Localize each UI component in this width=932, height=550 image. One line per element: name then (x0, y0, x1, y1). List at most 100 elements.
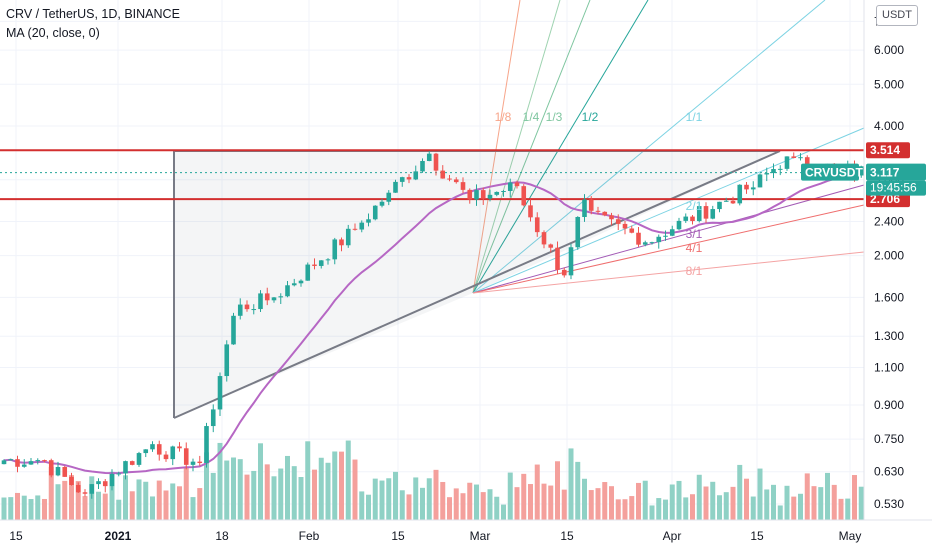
candle (305, 262, 311, 281)
candle-body (217, 376, 223, 410)
candle-body (528, 205, 533, 218)
volume-bar (649, 505, 655, 520)
volume-bar (723, 492, 729, 520)
candle-body (561, 269, 567, 276)
volume-bar (372, 478, 378, 520)
volume-bar (109, 471, 115, 520)
volume-bar (197, 488, 203, 520)
candle-body (582, 199, 587, 217)
candle-body (271, 297, 277, 301)
candle (413, 165, 419, 181)
volume-bar (278, 468, 284, 520)
fan-line (472, 204, 865, 294)
candle (35, 458, 41, 465)
last-price-tag: 3.117 (870, 166, 900, 180)
candle (406, 174, 412, 184)
candle-body (264, 293, 270, 301)
volume-bar (406, 494, 412, 520)
volume-bar (656, 498, 662, 520)
volume-bar (642, 480, 648, 520)
volume-bar (15, 492, 20, 520)
candle (588, 196, 594, 215)
candle (453, 177, 459, 184)
time-tick-label: Mar (470, 529, 491, 543)
price-tick-label: 2.000 (874, 249, 904, 263)
price-tick-label: 0.900 (874, 398, 904, 412)
fan-label: 8/1 (686, 264, 703, 278)
volume-bar (359, 491, 365, 520)
candle (480, 187, 486, 205)
candle-body (237, 304, 243, 316)
candle-body (386, 192, 392, 202)
volume-bar (501, 504, 506, 520)
candle-body (89, 484, 95, 494)
fan-label: 4/1 (686, 241, 703, 255)
candle-body (649, 242, 655, 244)
time-axis-bg (0, 520, 932, 550)
volume-bar (447, 497, 452, 520)
candle (467, 188, 473, 204)
candle (143, 449, 149, 458)
candle-body (278, 296, 284, 298)
candle (372, 205, 378, 221)
candle (69, 472, 74, 486)
time-tick-label: Feb (299, 529, 320, 543)
candle (1, 459, 7, 465)
candle (170, 445, 176, 466)
candle-body (379, 201, 385, 206)
candle (150, 441, 155, 452)
candle-body (480, 190, 486, 199)
candle (345, 224, 351, 248)
candle-body (109, 473, 115, 487)
volume-bar (548, 485, 554, 520)
volume-bar (156, 480, 162, 520)
time-tick-label: 18 (215, 529, 229, 543)
candle-body (717, 201, 722, 210)
candle-body (1, 460, 7, 465)
horizontal-levels[interactable] (0, 149, 864, 201)
candle (291, 278, 297, 287)
candle (548, 243, 554, 253)
candle (717, 201, 722, 213)
candle (629, 225, 635, 234)
volume-bar (150, 496, 155, 520)
volume-bar (285, 455, 290, 520)
candle (663, 230, 668, 241)
candle-body (575, 216, 581, 248)
candle (609, 212, 614, 226)
volume-bar (831, 484, 837, 520)
volume-bar (480, 492, 486, 520)
volume-bar (393, 471, 398, 520)
candle (21, 459, 27, 468)
candle-body (642, 242, 648, 245)
volume-bar (237, 459, 243, 520)
candle (487, 189, 493, 202)
ticker-tag: CRVUSDT (805, 166, 863, 180)
candle-body (690, 216, 695, 222)
candle-body (82, 492, 88, 494)
volume-bar (352, 459, 358, 520)
volume-bar (507, 472, 513, 520)
candle (656, 234, 662, 249)
volume-bar (21, 495, 27, 520)
candle-body (406, 177, 412, 180)
candle (62, 465, 68, 477)
candle (582, 194, 587, 222)
currency-button[interactable]: USDT (876, 5, 918, 26)
candle-body (453, 179, 459, 183)
resistance-price-tag: 3.514 (870, 143, 900, 157)
volume-bar (69, 475, 74, 520)
price-tick-label: 1.600 (874, 290, 904, 304)
fan-label: 2/1 (686, 199, 703, 213)
candle (474, 184, 479, 206)
candle-body (507, 182, 513, 192)
candle (858, 165, 864, 178)
candle-body (244, 304, 250, 310)
time-tick-label: 15 (750, 529, 764, 543)
volume-bar (467, 482, 473, 520)
candle-body (170, 446, 176, 460)
price-tick-label: 0.750 (874, 432, 904, 446)
volume-bar (42, 498, 47, 520)
candle-body (420, 161, 425, 172)
